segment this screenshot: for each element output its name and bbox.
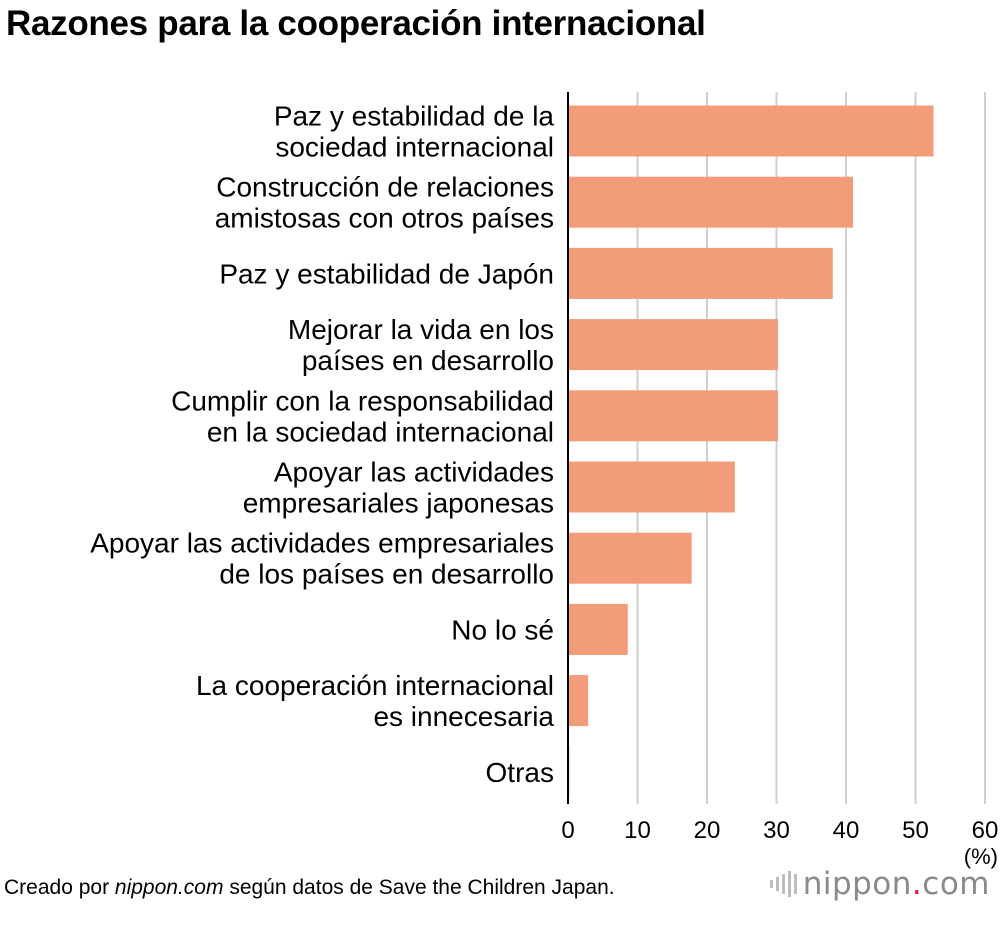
category-label-3-0: Mejorar la vida en los xyxy=(288,314,554,345)
x-axis-unit: (%) xyxy=(964,844,998,869)
category-label-0-0: Paz y estabilidad de la xyxy=(274,101,555,132)
category-label-0-1: sociedad internacional xyxy=(275,132,554,163)
tick-label-40: 40 xyxy=(833,817,860,844)
bar-4 xyxy=(568,390,778,442)
category-label-1-1: amistosas con otros países xyxy=(215,203,554,234)
category-label-4-0: Cumplir con la responsabilidad xyxy=(171,385,554,416)
category-label-6-1: de los países en desarrollo xyxy=(219,559,554,590)
category-label-9-0: Otras xyxy=(486,757,554,788)
x-axis-ticks: 0 10 20 30 40 50 60 xyxy=(561,817,998,844)
bar-6 xyxy=(568,532,692,584)
chart-title: Razones para la cooperación internaciona… xyxy=(6,4,706,43)
tick-label-20: 20 xyxy=(694,817,721,844)
tick-label-10: 10 xyxy=(624,817,651,844)
bar-5 xyxy=(568,461,735,513)
nippon-logo: nippon.com xyxy=(769,866,990,902)
tick-label-60: 60 xyxy=(972,817,999,844)
bar-2 xyxy=(568,247,833,299)
bar-7 xyxy=(568,603,628,655)
category-label-4-1: en la sociedad internacional xyxy=(207,416,554,447)
tick-label-30: 30 xyxy=(763,817,790,844)
category-label-5-0: Apoyar las actividades xyxy=(274,457,554,488)
bar-1 xyxy=(568,176,853,228)
bar-3 xyxy=(568,319,778,371)
category-label-5-1: empresariales japonesas xyxy=(243,488,554,519)
brand-mark-icon xyxy=(769,869,797,899)
category-label-1-0: Construcción de relaciones xyxy=(216,172,554,203)
tick-label-50: 50 xyxy=(902,817,929,844)
tick-label-0: 0 xyxy=(561,817,574,844)
category-label-7-0: No lo sé xyxy=(451,614,554,645)
source-site: nippon.com xyxy=(114,876,224,899)
bars xyxy=(568,105,934,798)
bar-0 xyxy=(568,105,934,157)
category-label-8-0: La cooperación internacional xyxy=(196,670,554,701)
category-label-6-0: Apoyar las actividades empresariales xyxy=(90,528,554,559)
category-label-3-1: países en desarrollo xyxy=(302,345,554,376)
source-note: Creado por nippon.com según datos de Sav… xyxy=(4,876,615,899)
bar-8 xyxy=(568,675,589,727)
category-label-2-0: Paz y estabilidad de Japón xyxy=(219,258,554,289)
category-label-8-1: es innecesaria xyxy=(373,701,554,732)
